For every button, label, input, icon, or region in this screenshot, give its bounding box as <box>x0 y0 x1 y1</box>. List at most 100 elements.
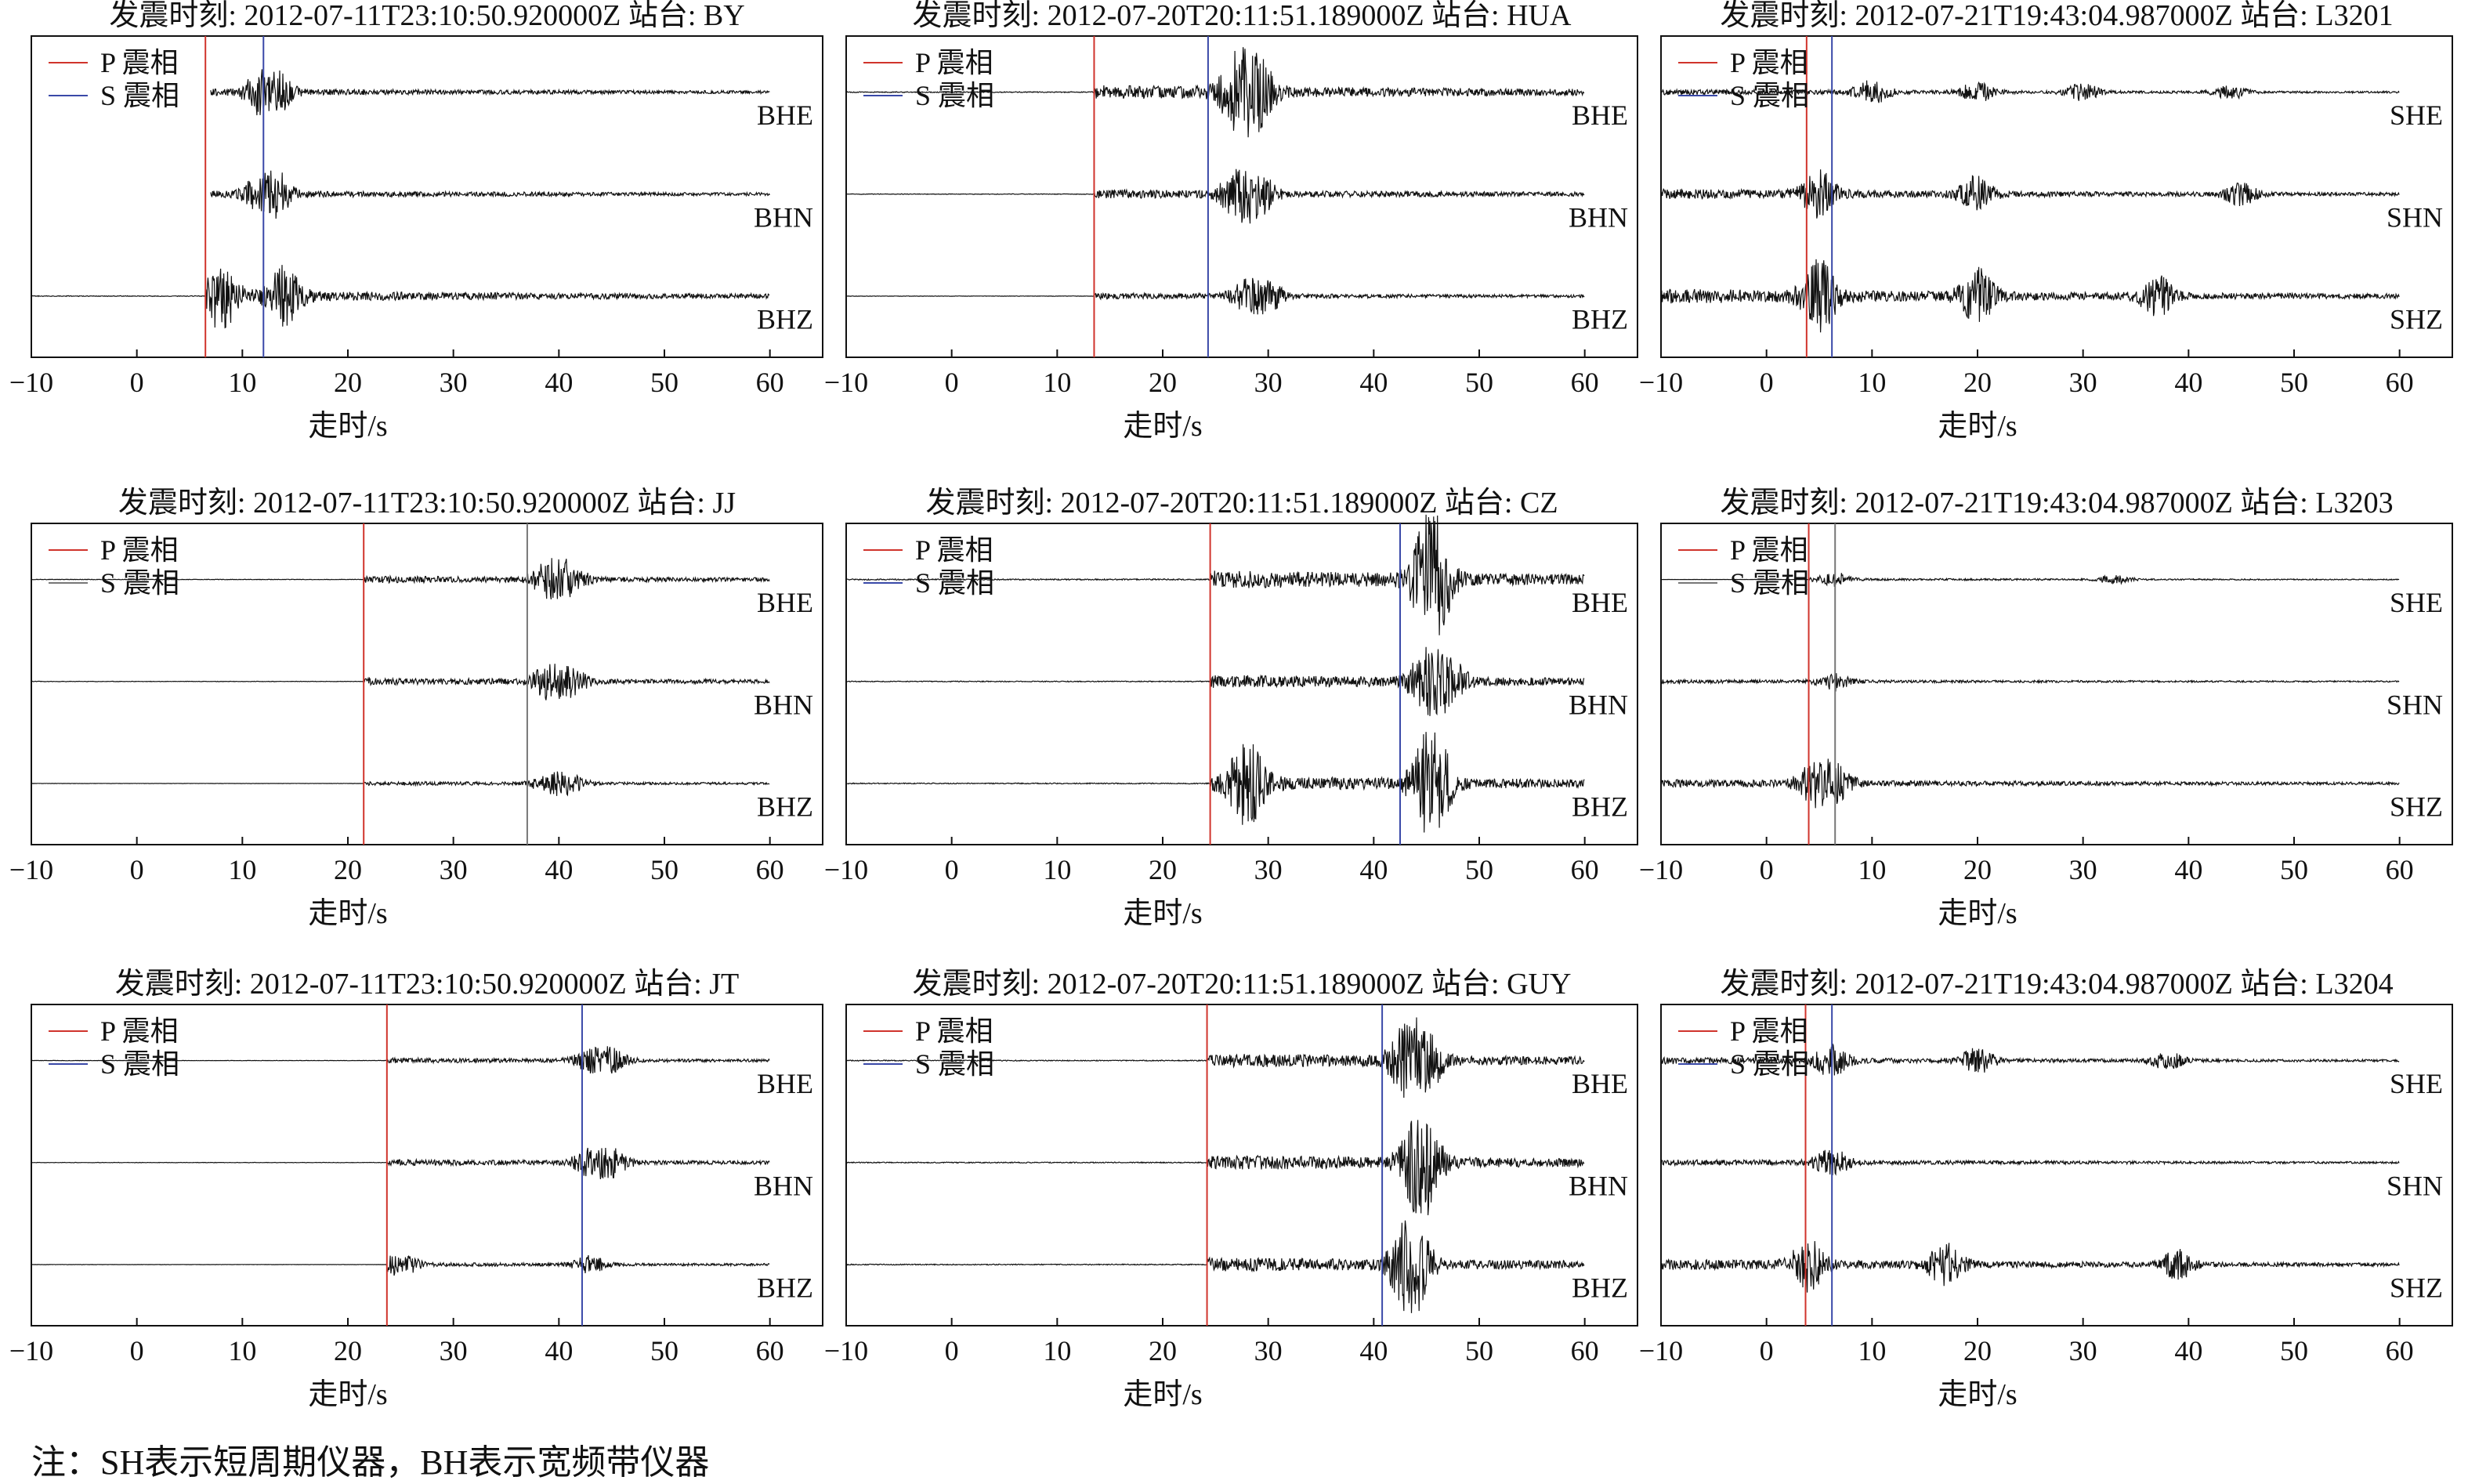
x-axis-title: 走时/s <box>1123 897 1202 930</box>
x-tick-label: 30 <box>2069 854 2097 885</box>
legend-p-label: P 震相 <box>100 534 179 566</box>
panel-4: 发震时刻: 2012-07-11T23:10:50.920000Z 站台: JJ… <box>9 487 823 930</box>
x-tick-label: 20 <box>1963 1335 1992 1366</box>
panel-title: 发震时刻: 2012-07-21T19:43:04.987000Z 站台: L3… <box>1720 0 2393 32</box>
x-tick-label: 0 <box>130 854 144 885</box>
x-tick-label: 50 <box>650 854 679 885</box>
x-tick-label: 40 <box>2174 854 2202 885</box>
x-tick-label: 40 <box>1359 854 1388 885</box>
x-tick-label: 60 <box>756 367 784 398</box>
x-tick-label: −10 <box>824 1335 868 1366</box>
x-axis-title: 走时/s <box>1123 1378 1202 1411</box>
panel-2: 发震时刻: 2012-07-20T20:11:51.189000Z 站台: HU… <box>824 0 1638 443</box>
trace-label: SHE <box>2390 100 2443 131</box>
trace-bhe <box>210 69 770 116</box>
x-tick-label: 30 <box>440 367 468 398</box>
legend-s-label: S 震相 <box>1730 1048 1809 1080</box>
x-tick-label: 0 <box>945 1335 959 1366</box>
x-tick-label: 60 <box>756 1335 784 1366</box>
trace-label: SHZ <box>2390 1272 2443 1304</box>
plot-frame <box>1660 1004 2453 1327</box>
trace-label: BHZ <box>1572 791 1628 823</box>
panel-title: 发震时刻: 2012-07-11T23:10:50.920000Z 站台: BY <box>109 0 744 32</box>
trace-label: SHZ <box>2390 791 2443 823</box>
trace-shz <box>1660 758 2400 809</box>
trace-label: BHE <box>1572 1068 1628 1099</box>
trace-label: SHZ <box>2390 304 2443 335</box>
x-tick-label: 30 <box>440 854 468 885</box>
x-tick-label: 0 <box>1760 854 1774 885</box>
panel-title: 发震时刻: 2012-07-21T19:43:04.987000Z 站台: L3… <box>1720 487 2393 519</box>
x-tick-label: 10 <box>1043 1335 1071 1366</box>
trace-bhz <box>31 1254 770 1276</box>
legend-p-label: P 震相 <box>1730 47 1808 78</box>
figure-note: 注：SH表示短周期仪器，BH表示宽频带仪器 <box>31 1443 710 1482</box>
trace-shz <box>1660 259 2400 333</box>
x-tick-label: 40 <box>1359 367 1388 398</box>
x-tick-label: 50 <box>650 1335 679 1366</box>
trace-bhe <box>845 47 1585 138</box>
x-tick-label: 0 <box>945 854 959 885</box>
x-tick-label: 40 <box>545 367 573 398</box>
trace-she <box>1660 1042 2400 1079</box>
x-axis-title: 走时/s <box>1938 1378 2017 1411</box>
trace-label: BHE <box>757 1068 813 1099</box>
trace-label: BHN <box>1569 689 1628 720</box>
x-tick-label: 60 <box>2386 367 2414 398</box>
legend-s-label: S 震相 <box>100 567 179 599</box>
plot-frame <box>845 1004 1638 1327</box>
x-tick-label: 10 <box>228 1335 256 1366</box>
trace-bhn <box>845 1120 1585 1215</box>
x-tick-label: 20 <box>1149 1335 1177 1366</box>
x-axis-title: 走时/s <box>308 1378 387 1411</box>
panel-5: 发震时刻: 2012-07-20T20:11:51.189000Z 站台: CZ… <box>824 487 1638 930</box>
x-tick-label: 10 <box>1043 854 1071 885</box>
x-tick-label: 0 <box>130 367 144 398</box>
trace-label: BHN <box>754 201 813 233</box>
x-tick-label: 0 <box>1760 367 1774 398</box>
legend-s-label: S 震相 <box>1730 567 1809 599</box>
plot-frame <box>31 35 823 358</box>
plot-frame <box>31 523 823 845</box>
x-tick-label: 30 <box>2069 1335 2097 1366</box>
trace-bhn <box>31 1147 770 1179</box>
x-tick-label: 60 <box>1571 367 1599 398</box>
x-tick-label: 20 <box>1963 854 1992 885</box>
x-tick-label: 40 <box>545 1335 573 1366</box>
x-tick-label: 50 <box>2280 367 2308 398</box>
plot-frame <box>845 523 1638 845</box>
x-tick-label: 40 <box>2174 367 2202 398</box>
trace-label: BHZ <box>1572 1272 1628 1304</box>
x-tick-label: 60 <box>2386 854 2414 885</box>
plot-frame <box>845 35 1638 358</box>
trace-label: BHZ <box>757 1272 813 1304</box>
x-tick-label: 0 <box>1760 1335 1774 1366</box>
trace-label: BHN <box>1569 201 1628 233</box>
legend-s-label: S 震相 <box>100 80 179 111</box>
x-axis-title: 走时/s <box>308 897 387 930</box>
trace-bhz <box>845 732 1585 833</box>
x-tick-label: −10 <box>9 854 53 885</box>
panel-title: 发震时刻: 2012-07-20T20:11:51.189000Z 站台: CZ <box>925 487 1558 519</box>
trace-she <box>1660 573 2400 587</box>
trace-label: BHN <box>754 1170 813 1201</box>
trace-label: SHE <box>2390 1068 2443 1099</box>
x-tick-label: 30 <box>440 1335 468 1366</box>
x-tick-label: 60 <box>1571 854 1599 885</box>
x-axis-title: 走时/s <box>1123 410 1202 443</box>
plot-frame <box>1660 35 2453 358</box>
panel-9: 发震时刻: 2012-07-21T19:43:04.987000Z 站台: L3… <box>1639 968 2453 1411</box>
trace-label: BHZ <box>757 304 813 335</box>
x-tick-label: −10 <box>824 367 868 398</box>
panel-title: 发震时刻: 2012-07-11T23:10:50.920000Z 站台: JT <box>115 968 740 1001</box>
x-tick-label: −10 <box>1639 1335 1683 1366</box>
trace-label: BHE <box>757 587 813 618</box>
x-tick-label: 20 <box>334 854 362 885</box>
trace-label: BHE <box>1572 100 1628 131</box>
trace-bhe <box>845 514 1585 635</box>
trace-bhn <box>845 646 1585 716</box>
x-tick-label: 60 <box>2386 1335 2414 1366</box>
trace-bhe <box>31 1046 770 1074</box>
x-tick-label: 50 <box>2280 854 2308 885</box>
x-tick-label: 50 <box>650 367 679 398</box>
